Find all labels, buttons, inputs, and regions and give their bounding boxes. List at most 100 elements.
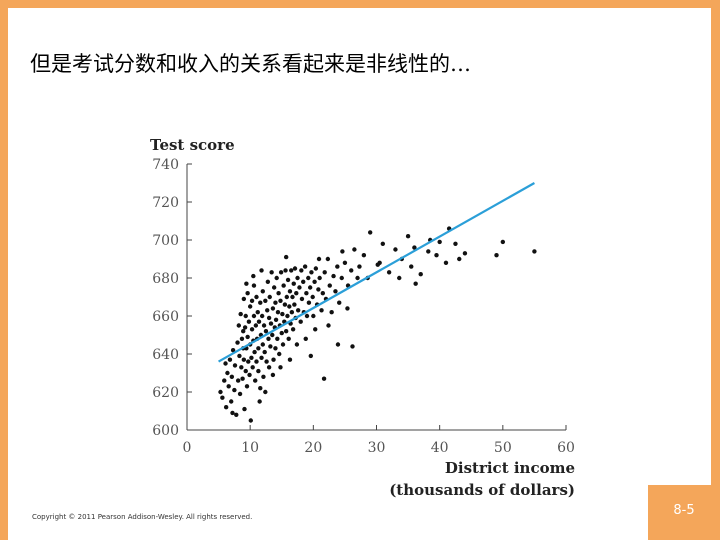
data-point: [282, 302, 288, 307]
data-point: [532, 249, 537, 254]
data-point: [311, 313, 316, 319]
data-point: [242, 406, 247, 412]
data-point: [294, 342, 300, 347]
data-point: [256, 319, 262, 324]
y-tick-label: 720: [152, 195, 179, 211]
data-point: [218, 389, 223, 395]
data-point: [252, 349, 257, 355]
data-point: [386, 270, 392, 275]
data-point: [380, 241, 386, 246]
data-point: [319, 308, 324, 313]
data-point: [273, 317, 279, 322]
data-point: [270, 332, 275, 338]
data-point: [256, 346, 261, 351]
data-point: [253, 378, 258, 383]
data-point: [229, 399, 234, 404]
data-point: [325, 256, 331, 262]
data-point: [412, 245, 417, 250]
data-point: [331, 273, 336, 279]
data-point: [247, 304, 253, 309]
data-point: [342, 260, 348, 265]
data-point: [283, 254, 289, 260]
data-point: [316, 287, 321, 292]
data-point: [251, 273, 256, 279]
data-point: [277, 351, 282, 357]
data-point: [316, 256, 322, 262]
chart-points: [218, 226, 537, 423]
data-point: [266, 315, 272, 321]
x-tick-label: 60: [557, 440, 575, 456]
data-point: [278, 298, 283, 303]
data-point: [349, 268, 354, 273]
data-point: [287, 357, 293, 362]
data-point: [279, 330, 284, 336]
x-tick-label: 50: [494, 440, 512, 456]
data-point: [278, 365, 283, 370]
data-point: [255, 310, 260, 315]
x-axis-label-line2: (thousands of dollars): [389, 481, 575, 499]
data-point: [234, 412, 239, 417]
page-number-box: 8-5: [648, 485, 720, 540]
data-point: [309, 270, 314, 275]
data-point: [287, 304, 292, 309]
y-tick-label: 660: [152, 309, 179, 325]
data-point: [223, 405, 229, 410]
data-point: [263, 389, 268, 395]
data-point: [291, 281, 296, 286]
data-point: [302, 264, 308, 269]
y-tick-label: 700: [152, 233, 179, 249]
data-point: [226, 384, 231, 389]
data-point: [413, 281, 418, 286]
data-point: [337, 300, 342, 305]
data-point: [241, 296, 247, 302]
data-point: [357, 264, 362, 269]
data-point: [240, 376, 245, 381]
data-point: [245, 291, 250, 296]
data-point: [298, 319, 303, 324]
data-point: [235, 378, 241, 383]
data-point: [287, 289, 293, 294]
data-point: [276, 291, 281, 296]
data-point: [227, 357, 233, 362]
data-point: [273, 346, 278, 351]
data-point: [246, 359, 251, 364]
data-point: [257, 399, 262, 404]
data-point: [361, 253, 367, 258]
data-point: [345, 306, 350, 311]
data-point: [434, 253, 439, 258]
data-point: [303, 336, 308, 341]
data-point: [232, 363, 238, 368]
x-tick-label: 40: [431, 440, 449, 456]
data-point: [297, 285, 302, 290]
data-point: [437, 239, 442, 245]
data-point: [409, 264, 414, 269]
data-point: [238, 311, 243, 317]
data-point: [269, 270, 274, 275]
data-point: [308, 353, 314, 359]
data-point: [259, 313, 265, 319]
data-point: [289, 310, 295, 315]
data-point: [261, 374, 266, 379]
data-point: [304, 313, 310, 319]
data-point: [266, 336, 271, 341]
data-point: [299, 296, 305, 302]
data-point: [339, 275, 344, 281]
data-point: [266, 365, 272, 370]
data-point: [278, 270, 284, 275]
y-tick-label: 620: [152, 385, 179, 401]
data-point: [267, 294, 272, 300]
data-point: [304, 291, 309, 296]
data-point: [335, 264, 340, 269]
data-point: [405, 234, 411, 239]
data-point: [265, 308, 270, 313]
data-point: [242, 325, 248, 330]
data-point: [259, 355, 264, 360]
data-point: [397, 275, 402, 281]
data-point: [249, 298, 255, 303]
data-point: [310, 294, 315, 300]
data-point: [393, 247, 398, 252]
data-point: [237, 391, 243, 397]
data-point: [286, 336, 291, 341]
data-point: [273, 300, 278, 305]
data-point: [375, 262, 380, 267]
